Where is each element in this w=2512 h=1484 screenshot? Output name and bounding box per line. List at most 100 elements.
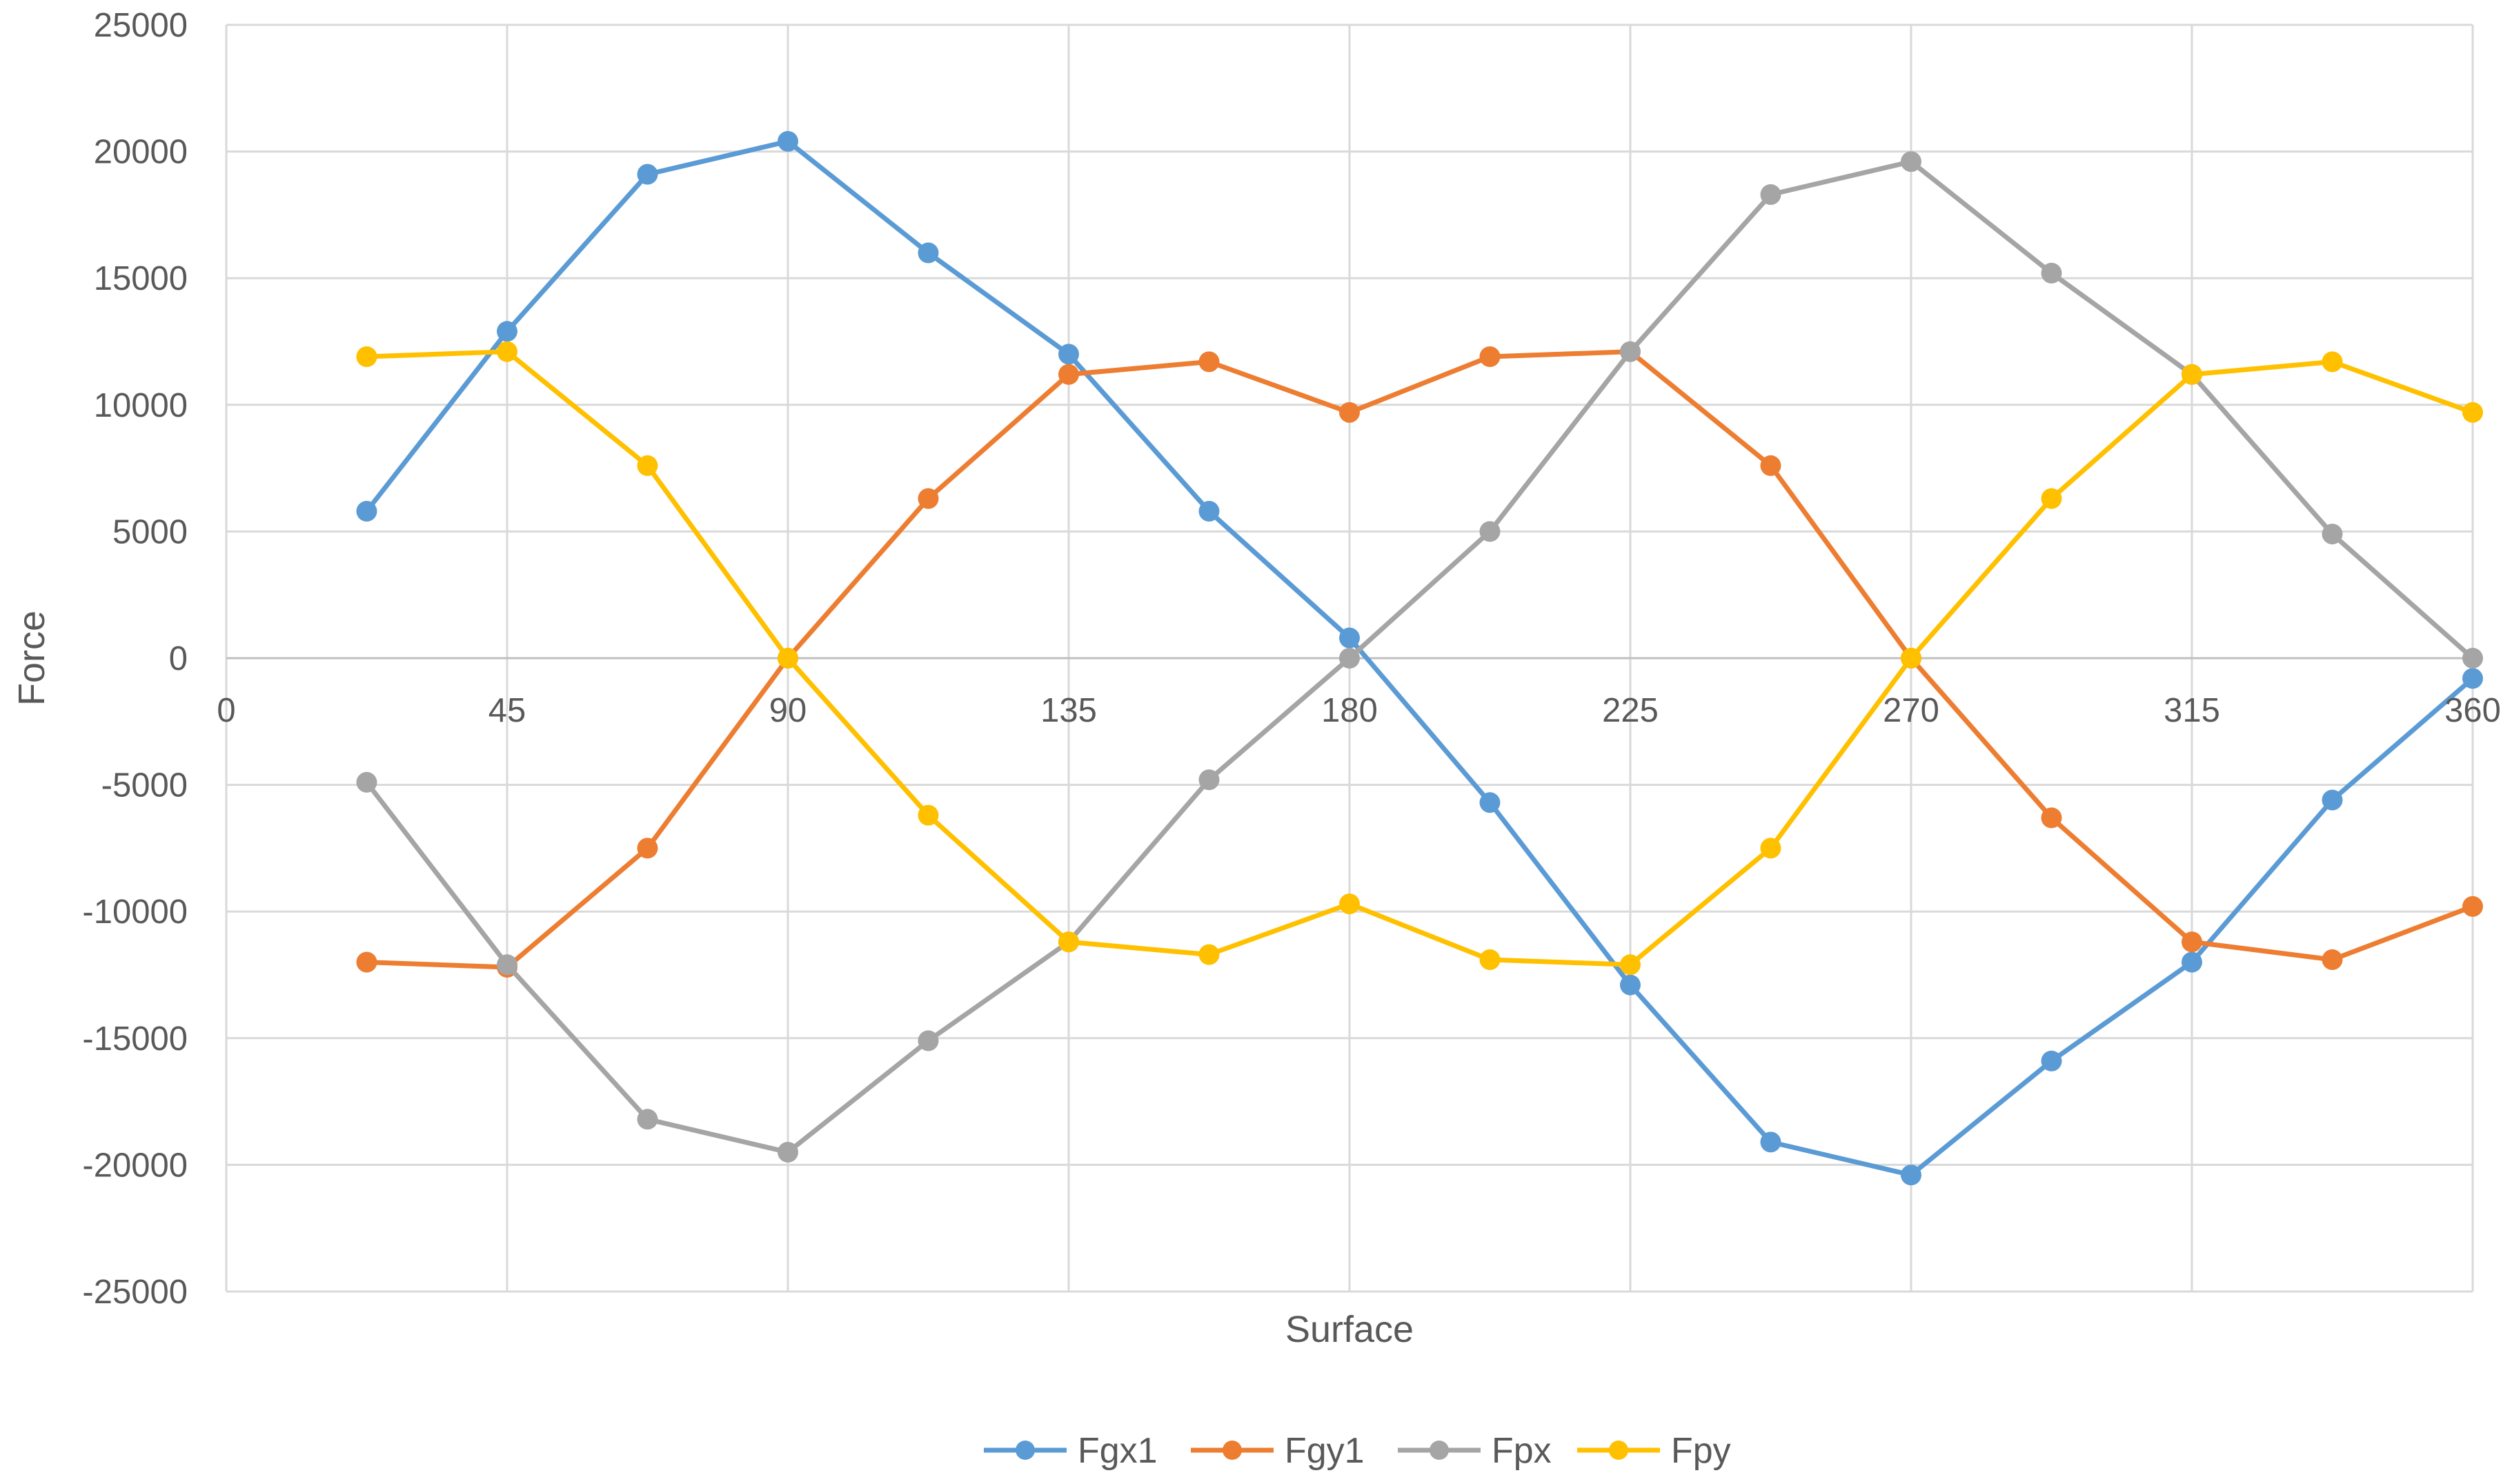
data-point-fpx <box>2041 262 2062 284</box>
series-line-fpx <box>364 159 2475 1155</box>
x-tick-label: 0 <box>217 692 235 729</box>
y-tick-label: 20000 <box>94 134 188 171</box>
data-point-fpy <box>1198 944 1220 965</box>
legend-label: Fpy <box>1671 1431 1731 1471</box>
data-point-fpx <box>1479 521 1501 542</box>
data-point-fgy1 <box>2041 807 2062 829</box>
data-point-fgx1 <box>1058 344 1079 365</box>
data-point-fpx <box>1620 341 1641 362</box>
data-point-fgx1 <box>2462 668 2483 689</box>
y-tick-label: 15000 <box>94 260 188 297</box>
data-point-fgx1 <box>1901 1165 1921 1186</box>
data-point-fgy1 <box>1339 402 1360 423</box>
x-tick-label: 180 <box>1321 692 1378 729</box>
data-point-fpx <box>1760 184 1781 206</box>
data-point-fpy <box>778 648 798 669</box>
data-point-fgx1 <box>2182 951 2202 973</box>
legend-item-fpx: Fpx <box>1398 1431 1552 1471</box>
series-fgx1 <box>356 130 2483 1186</box>
x-tick-label: 135 <box>1040 692 1097 729</box>
data-point-fpx <box>1198 769 1220 791</box>
series-fpx <box>356 151 2483 1163</box>
y-tick-label: 0 <box>169 640 188 677</box>
legend-dot-marker <box>1223 1441 1242 1460</box>
y-tick-label: -5000 <box>101 767 188 804</box>
data-point-fgy1 <box>2182 931 2202 953</box>
data-point-fpx <box>2322 524 2343 545</box>
series-line-fgx1 <box>364 139 2475 1178</box>
data-point-fgx1 <box>918 242 939 264</box>
data-point-fgy1 <box>918 488 939 509</box>
y-tick-label: -20000 <box>82 1147 188 1184</box>
data-point-fgy1 <box>1198 351 1220 373</box>
data-point-fpx <box>497 954 517 976</box>
data-point-fgx1 <box>1339 627 1360 649</box>
data-point-fgy1 <box>2322 949 2343 970</box>
data-point-fgy1 <box>1760 455 1781 476</box>
data-point-fpx <box>356 771 377 793</box>
data-point-fgx1 <box>637 164 658 185</box>
data-point-fpy <box>356 346 377 368</box>
legend-item-fgx1: Fgx1 <box>984 1431 1158 1471</box>
data-point-fpy <box>2041 488 2062 509</box>
data-point-fpx <box>1901 151 1921 172</box>
data-point-fgx1 <box>497 321 517 342</box>
data-point-fgy1 <box>637 838 658 859</box>
data-point-fpx <box>918 1030 939 1051</box>
legend-label: Fgy1 <box>1285 1431 1365 1471</box>
data-point-fpy <box>1339 893 1360 915</box>
data-point-fpy <box>2462 402 2483 423</box>
data-point-fpx <box>1339 648 1360 669</box>
x-tick-label: 90 <box>769 692 807 729</box>
data-point-fpy <box>1058 931 1079 953</box>
data-point-fgx1 <box>356 501 377 522</box>
data-point-fgx1 <box>778 130 798 152</box>
data-point-fpy <box>918 804 939 826</box>
data-point-fpy <box>2182 364 2202 385</box>
tick-labels: 25000 20000 15000 10000 5000 0 -5000 -10000 -150… <box>82 7 2500 1311</box>
data-point-fgy1 <box>1479 346 1501 368</box>
data-point-fgx1 <box>1479 792 1501 813</box>
series-fpy <box>356 341 2483 976</box>
data-point-fgx1 <box>1760 1131 1781 1153</box>
data-point-fpy <box>1901 648 1921 669</box>
data-point-fgx1 <box>1198 501 1220 522</box>
y-tick-label: -15000 <box>82 1020 188 1058</box>
series-fgy1 <box>356 341 2483 978</box>
legend-label: Fpx <box>1492 1431 1552 1471</box>
x-tick-label: 360 <box>2444 692 2501 729</box>
y-tick-label: 10000 <box>94 387 188 424</box>
data-point-fgx1 <box>2041 1050 2062 1071</box>
data-point-fgy1 <box>2462 896 2483 917</box>
x-tick-label: 315 <box>2164 692 2220 729</box>
legend-dot-marker <box>1016 1441 1035 1460</box>
series-line-fpy <box>364 349 2475 967</box>
y-axis-title: Force <box>11 611 52 706</box>
series-layer <box>356 130 2483 1186</box>
data-point-fgx1 <box>2322 789 2343 811</box>
legend-item-fgy1: Fgy1 <box>1191 1431 1365 1471</box>
data-point-fpx <box>2462 648 2483 669</box>
y-tick-label: -25000 <box>82 1274 188 1311</box>
legend: Fgx1 Fgy1 Fpx Fpy <box>984 1431 1731 1471</box>
x-tick-label: 45 <box>488 692 526 729</box>
legend-dot-marker <box>1430 1441 1449 1460</box>
x-tick-label: 225 <box>1602 692 1659 729</box>
data-point-fpy <box>637 455 658 476</box>
x-axis-title: Surface <box>1285 1309 1414 1350</box>
series-line-fgy1 <box>364 349 2475 970</box>
data-point-fpy <box>1760 838 1781 859</box>
data-point-fgx1 <box>1620 974 1641 996</box>
data-point-fpy <box>2322 351 2343 373</box>
y-tick-label: 25000 <box>94 7 188 44</box>
data-point-fgy1 <box>1058 364 1079 385</box>
data-point-fpy <box>1479 949 1501 970</box>
x-tick-label: 270 <box>1883 692 1939 729</box>
data-point-fpy <box>1620 954 1641 976</box>
legend-label: Fgx1 <box>1078 1431 1158 1471</box>
y-tick-label: -10000 <box>82 893 188 931</box>
y-tick-label: 5000 <box>112 513 188 551</box>
data-point-fpx <box>778 1142 798 1163</box>
